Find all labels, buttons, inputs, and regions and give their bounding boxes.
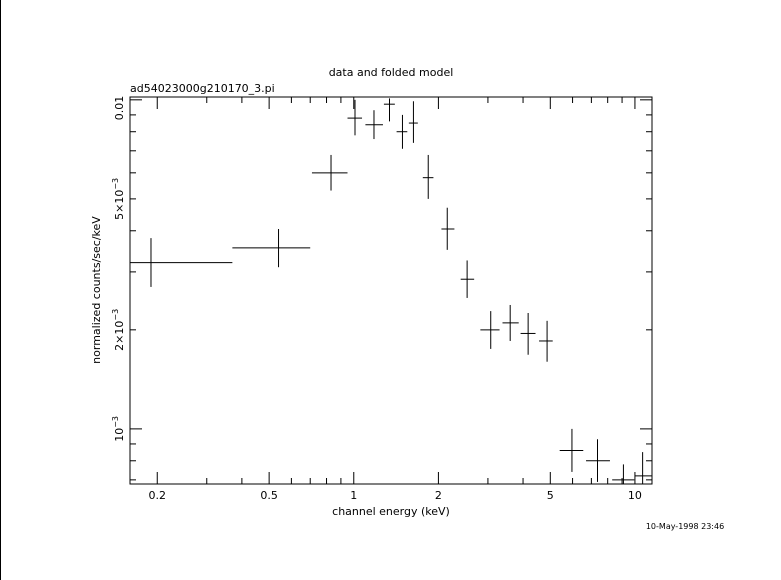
plot-timestamp: 10-May-1998 23:46 (646, 522, 724, 531)
x-tick-label: 0.5 (260, 489, 278, 502)
data-point (480, 311, 500, 349)
data-point (502, 304, 519, 341)
y-tick-label: 2×10−3 (111, 309, 126, 351)
data-point (311, 154, 348, 191)
data-point (130, 238, 233, 287)
y-tick-labels: 10−3 2×10−3 5×10−3 0.01 (111, 96, 126, 442)
data-point (365, 110, 383, 140)
chart-title: data and folded model (329, 66, 454, 79)
x-tick-label: 0.2 (148, 489, 166, 502)
plot-frame (129, 96, 653, 485)
data-point (383, 98, 395, 122)
x-tick-label: 2 (435, 489, 442, 502)
data-points (130, 98, 652, 484)
x-tick-label: 1 (350, 489, 357, 502)
data-point (232, 228, 311, 268)
data-point (408, 101, 418, 143)
data-point (612, 464, 635, 484)
x-tick-label: 5 (547, 489, 554, 502)
data-point (520, 312, 536, 355)
axis-ticks (130, 97, 652, 484)
chart-subtitle: ad54023000g210170_3.pi (130, 82, 275, 95)
data-point (634, 452, 652, 484)
data-point (347, 99, 363, 136)
x-tick-label: 10 (628, 489, 642, 502)
data-point (539, 320, 553, 362)
y-tick-label: 5×10−3 (111, 178, 126, 220)
x-axis-label: channel energy (keV) (332, 505, 450, 518)
data-point (396, 114, 408, 149)
data-point (441, 207, 455, 250)
x-tick-labels: 0.2 0.5 1 2 5 10 (148, 489, 641, 502)
window-edge (0, 0, 1, 580)
data-point (559, 428, 584, 472)
data-point (422, 154, 434, 199)
y-tick-label: 10−3 (111, 416, 126, 442)
y-tick-label: 0.01 (113, 96, 126, 121)
data-point (460, 260, 475, 298)
y-axis-label: normalized counts/sec/keV (90, 216, 103, 364)
data-point (586, 439, 610, 482)
